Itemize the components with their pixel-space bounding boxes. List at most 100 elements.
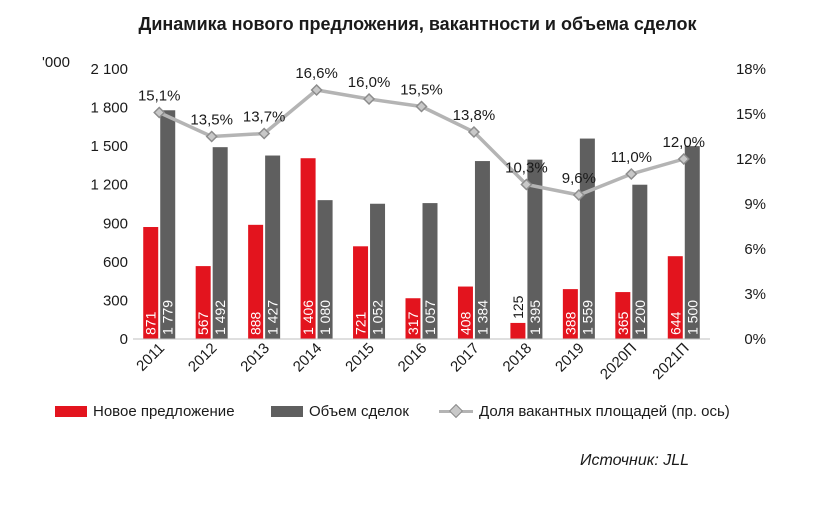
x-tick-label: 2021П [649,340,692,383]
legend-label-deal-volume: Объем сделок [309,402,409,420]
vacancy-marker [625,167,638,181]
bar-new-supply [510,322,526,339]
legend-swatch-vacancy [439,404,473,418]
x-tick-label: 2018 [500,340,536,376]
bar-deal-volume [527,159,543,339]
bar-deal-volume-value-label: 1 492 [212,300,228,335]
x-tick-label: 2014 [290,340,326,376]
bar-deal-volume-value-label: 1 052 [370,300,386,335]
legend-item-deal-volume: Объем сделок [271,400,409,422]
y-left-tick-label: 300 [103,292,128,309]
chart-legend: Новое предложение Объем сделок Доля вака… [55,400,815,422]
bar-deal-volume-value-label: 1 427 [265,300,281,335]
bar-deal-volume-value-label: 1 057 [422,300,438,335]
vacancy-marker [205,130,218,143]
x-tick-label: 2020П [597,340,640,383]
vacancy-value-label: 15,1% [138,88,181,105]
x-tick-label: 2015 [342,340,378,376]
bar-new-supply-value-label: 721 [353,311,369,335]
vacancy-value-label: 13,5% [190,112,233,129]
vacancy-value-label: 11,0% [611,149,652,166]
bar-new-supply [405,298,421,339]
vacancy-marker [258,127,271,140]
bar-new-supply-value-label: 644 [667,311,683,335]
x-tick-label: 2013 [237,340,273,376]
source-note: Источник: JLL [580,452,689,469]
bar-deal-volume [632,184,648,339]
bar-deal-volume-value-label: 1 200 [632,300,648,335]
y-right-tick-label: 0% [744,331,766,348]
y-left-tick-label: 1 800 [90,100,128,117]
bar-new-supply [353,246,369,339]
legend-label-new-supply: Новое предложение [93,402,235,420]
bar-new-supply-value-label: 317 [405,311,421,335]
y-right-tick-label: 12% [736,151,766,168]
vacancy-value-label: 10,3% [505,160,548,177]
chart-title: Динамика нового предложения, вакантности… [138,14,697,34]
bar-new-supply [667,256,683,339]
bar-deal-volume-value-label: 1 559 [579,300,595,335]
x-tick-label: 2011 [133,340,168,375]
y-left-tick-label: 900 [103,215,128,232]
x-tick-label: 2019 [552,340,588,376]
bar-new-supply-value-label: 388 [562,311,578,335]
vacancy-marker [467,125,481,139]
bar-new-supply-value-label: 888 [248,311,264,335]
y-right-tick-label: 9% [744,196,766,213]
x-tick-label: 2012 [185,340,221,376]
legend-label-vacancy: Доля вакантных площадей (пр. ось) [479,402,730,420]
bar-deal-volume [370,203,386,339]
vacancy-value-label: 12,0% [662,134,705,151]
bar-deal-volume-value-label: 1 779 [160,300,176,335]
bar-new-supply [457,286,473,339]
vacancy-marker [677,152,690,166]
y-right-tick-label: 15% [736,106,766,123]
bar-new-supply-value-label: 567 [195,311,211,335]
vacancy-value-label: 16,6% [295,65,338,82]
bar-new-supply-value-label: 871 [143,311,159,335]
y-left-tick-label: 600 [103,254,128,271]
legend-swatch-new-supply [55,405,87,417]
bar-new-supply-value-label: 125 [510,295,526,319]
legend-swatch-deal-volume [271,405,303,417]
bar-deal-volume-value-label: 1 080 [317,300,333,335]
vacancy-value-label: 9,6% [562,170,596,187]
bar-deal-volume-value-label: 1 500 [684,300,700,335]
y-left-tick-label: 1 200 [90,177,128,194]
bar-deal-volume [160,110,176,340]
vacancy-value-label: 13,8% [453,107,496,124]
vacancy-marker [362,92,376,106]
y-right-tick-label: 3% [744,286,766,303]
bar-deal-volume-value-label: 1 395 [527,300,543,335]
y-right-tick-label: 6% [744,241,766,258]
vacancy-marker [415,100,428,113]
legend-item-new-supply: Новое предложение [55,400,235,422]
bar-deal-volume [317,200,333,339]
bar-new-supply [195,266,211,339]
bar-deal-volume [422,203,438,339]
bar-new-supply-value-label: 408 [457,311,473,335]
vacancy-value-label: 15,5% [400,82,443,99]
x-tick-label: 2016 [395,340,431,376]
bar-new-supply-value-label: 365 [615,311,631,335]
legend-item-vacancy: Доля вакантных площадей (пр. ось) [439,400,730,422]
bar-deal-volume-value-label: 1 384 [474,300,490,335]
bar-new-supply [248,224,264,339]
y-axis-unit-label: '000 [42,54,70,71]
vacancy-value-label: 16,0% [348,74,391,91]
bar-deal-volume [212,147,228,339]
bar-new-supply [615,292,631,339]
y-left-tick-label: 1 500 [90,138,128,155]
vacancy-marker [520,178,533,191]
bar-deal-volume [474,161,490,339]
bar-deal-volume [265,155,281,339]
vacancy-marker [153,106,166,119]
bar-new-supply [300,158,316,339]
bar-new-supply [562,289,578,339]
bar-new-supply-value-label: 1 406 [300,300,316,335]
vacancy-marker [310,83,323,97]
vacancy-value-label: 13,7% [243,109,286,126]
x-tick-label: 2017 [447,340,483,376]
y-left-tick-label: 0 [120,331,128,348]
